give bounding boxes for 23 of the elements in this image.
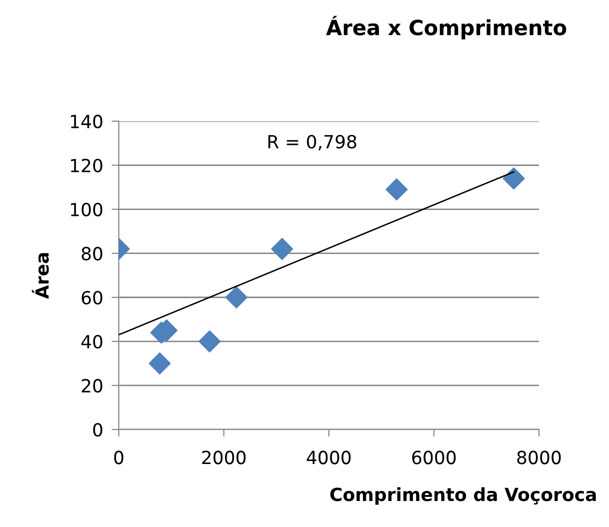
point: [198, 330, 221, 352]
point: [502, 167, 525, 190]
point: [148, 352, 171, 374]
x-tick-label: 8000: [517, 450, 561, 464]
y-tick-label: 120: [70, 158, 102, 172]
point: [225, 286, 248, 308]
y-tick-label: 60: [82, 290, 102, 304]
y-tick-label: 40: [81, 334, 102, 349]
y-tick-label: 80: [82, 246, 102, 260]
x-tick-label: 4000: [306, 450, 351, 464]
y-tick-label: 20: [82, 378, 102, 393]
x-axis-title: Comprimento da Voçoroca: [330, 487, 596, 505]
y-tick-label: 140: [70, 114, 102, 128]
annotation: R = 0,798: [268, 134, 356, 150]
chart-title: Área x Comprimento: [326, 16, 566, 40]
point: [386, 178, 408, 200]
y-tick-label: 0: [93, 422, 102, 437]
y-tick-label: 100: [70, 202, 102, 216]
x-tick-label: 2000: [202, 450, 246, 464]
y-axis-title: Área: [32, 253, 49, 299]
x-tick-label: 6000: [412, 450, 456, 464]
point: [271, 238, 294, 260]
x-tick-label: 0: [114, 450, 124, 464]
